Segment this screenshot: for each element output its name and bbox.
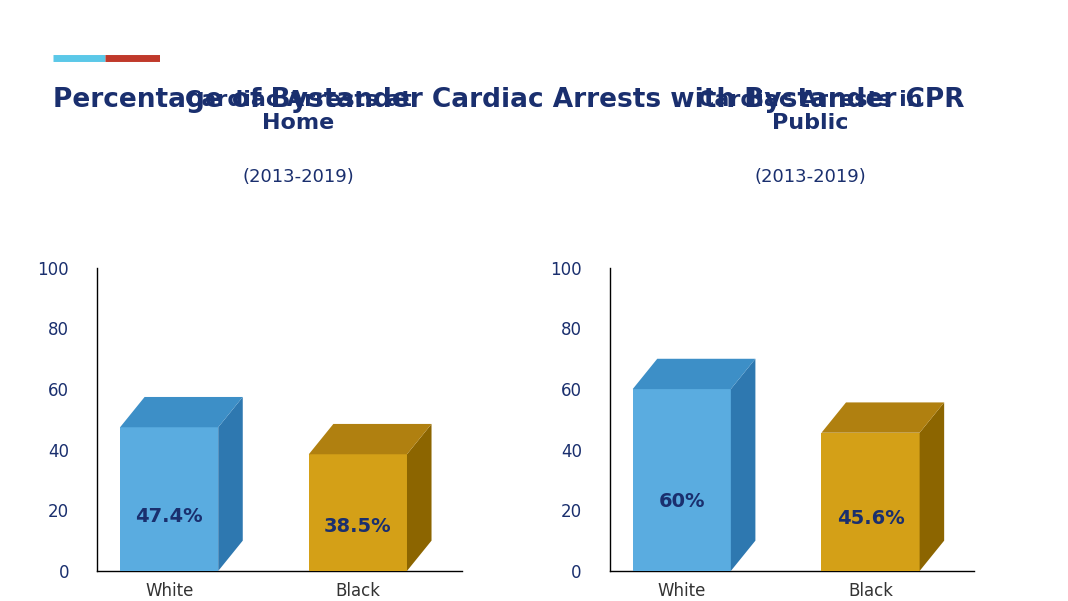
Text: 47.4%: 47.4% bbox=[136, 507, 203, 526]
Text: Cardiac Arrests in
Public: Cardiac Arrests in Public bbox=[698, 90, 923, 133]
Polygon shape bbox=[632, 359, 755, 389]
Polygon shape bbox=[632, 389, 731, 571]
Polygon shape bbox=[218, 397, 242, 571]
Polygon shape bbox=[731, 359, 755, 571]
Text: 45.6%: 45.6% bbox=[836, 509, 905, 528]
Polygon shape bbox=[821, 433, 920, 571]
Text: (2013-2019): (2013-2019) bbox=[755, 168, 866, 186]
Polygon shape bbox=[407, 424, 431, 571]
Polygon shape bbox=[120, 427, 218, 571]
Text: 38.5%: 38.5% bbox=[324, 517, 392, 536]
Text: Percentage of Bystander Cardiac Arrests with Bystander CPR: Percentage of Bystander Cardiac Arrests … bbox=[53, 87, 964, 113]
Text: Cardiac Arrests at
Home: Cardiac Arrests at Home bbox=[185, 90, 411, 133]
Polygon shape bbox=[920, 403, 944, 571]
Text: (2013-2019): (2013-2019) bbox=[242, 168, 354, 186]
Text: 60%: 60% bbox=[659, 492, 705, 511]
Polygon shape bbox=[821, 403, 944, 433]
Polygon shape bbox=[309, 424, 431, 454]
Polygon shape bbox=[120, 397, 242, 427]
Polygon shape bbox=[309, 454, 407, 571]
